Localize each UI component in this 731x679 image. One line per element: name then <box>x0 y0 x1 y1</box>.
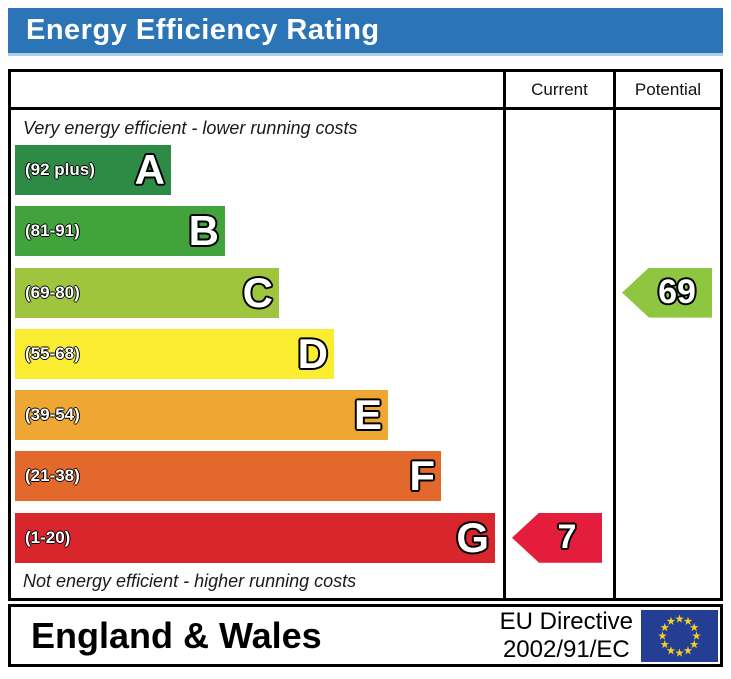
potential-column-header: Potential <box>613 72 720 110</box>
band-e: (39-54) E <box>15 390 388 441</box>
eu-directive-label: EU Directive 2002/91/EC <box>500 608 633 664</box>
bottom-note: Not energy efficient - higher running co… <box>23 571 357 591</box>
page-title: Energy Efficiency Rating <box>26 14 380 46</box>
current-rating-arrow: 7 <box>512 512 602 563</box>
band-f: (21-38) F <box>15 451 441 502</box>
band-letter: B <box>188 207 219 255</box>
band-c: (69-80) C <box>15 267 279 318</box>
band-range-label: (21-38) <box>25 466 80 486</box>
rating-bands-area: Very energy efficient - lower running co… <box>11 110 503 598</box>
potential-rating-arrow: 69 <box>622 267 712 318</box>
rating-bands: (92 plus) A (81-91) B (69-80) C (55-68) D (39-54… <box>15 145 503 574</box>
band-letter: A <box>134 146 165 193</box>
band-letter: G <box>456 513 489 561</box>
band-range-label: (69-80) <box>25 282 80 302</box>
footer: England & Wales EU Directive 2002/91/EC <box>8 604 723 667</box>
band-letter: F <box>409 452 435 500</box>
chart-header-cell <box>11 72 503 110</box>
band-a: (92 plus) A <box>15 145 171 195</box>
band-letter: E <box>353 391 382 439</box>
current-rating-cell: 7 <box>503 110 613 598</box>
band-range-label: (1-20) <box>25 527 71 547</box>
band-range-label: (81-91) <box>25 221 80 241</box>
band-range-label: (92 plus) <box>25 160 95 179</box>
band-letter: D <box>297 329 328 377</box>
band-letter: C <box>242 268 273 316</box>
band-g: (1-20) G <box>15 512 495 563</box>
potential-rating-cell: 69 <box>613 110 720 598</box>
eu-flag-icon <box>641 609 718 662</box>
band-range-label: (55-68) <box>25 343 80 363</box>
band-range-label: (39-54) <box>25 405 80 425</box>
eu-directive-line2: 2002/91/EC <box>502 635 630 663</box>
page-title-bar: Energy Efficiency Rating <box>8 8 723 56</box>
current-column-header: Current <box>503 72 613 110</box>
band-b: (81-91) B <box>15 206 225 257</box>
band-d: (55-68) D <box>15 328 334 379</box>
top-note: Very energy efficient - lower running co… <box>23 118 358 138</box>
eu-directive-line1: EU Directive <box>499 607 633 635</box>
region-label: England & Wales <box>31 614 322 656</box>
energy-rating-table: Current Potential Very energy efficient … <box>8 69 723 601</box>
